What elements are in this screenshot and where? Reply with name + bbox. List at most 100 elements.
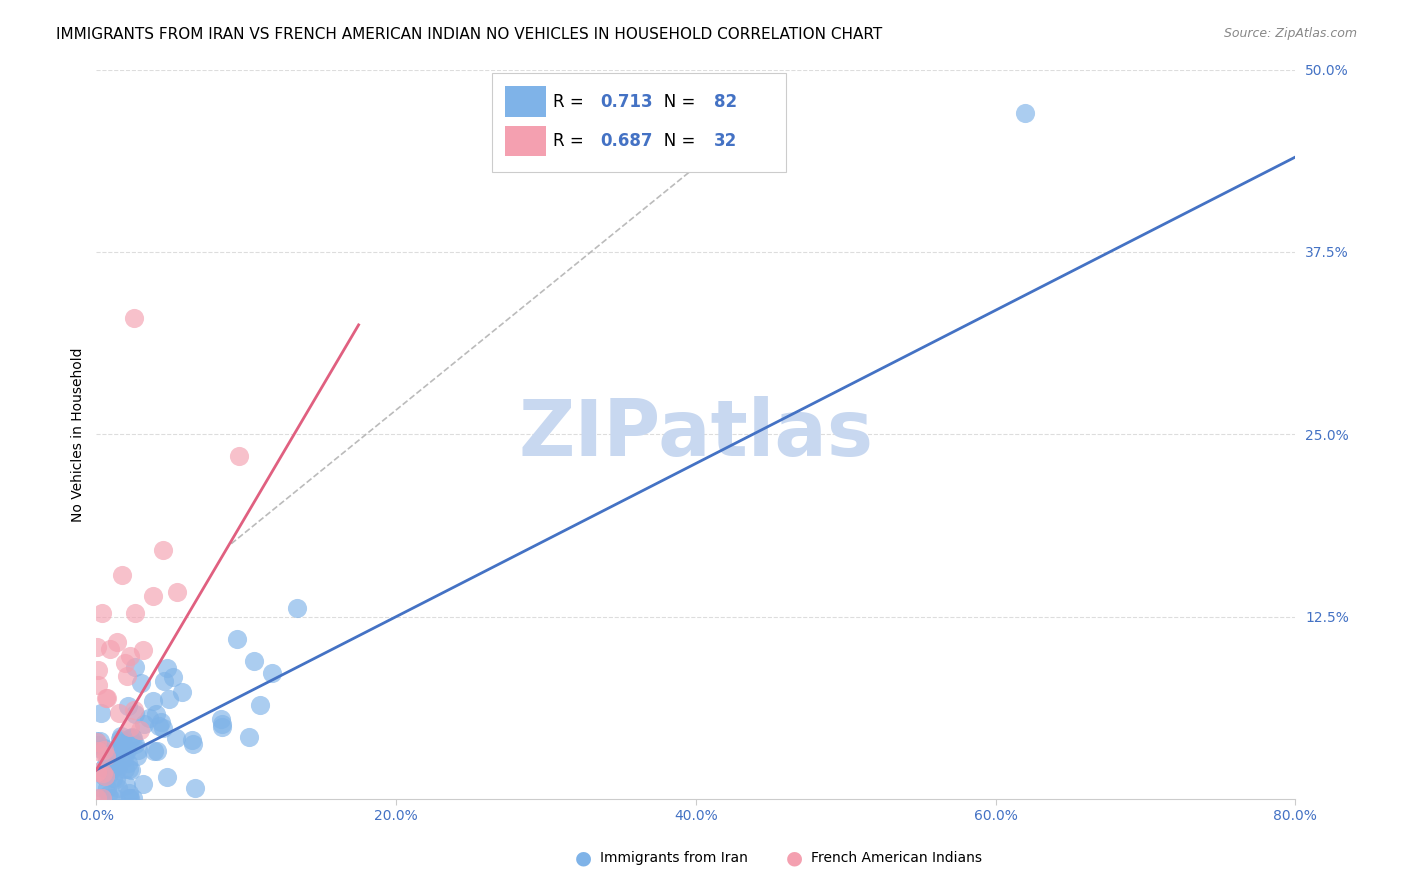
Point [101,761,124,775]
Point [93,740,115,755]
Point [132,643,155,657]
Point [89,790,111,805]
Point [262,665,284,680]
Point [211,717,233,731]
Point [121,731,143,745]
Point [118,786,141,800]
Text: R =: R = [553,93,589,111]
Point [110,734,132,748]
Point [132,777,155,791]
Point [89,734,111,748]
Point [225,632,247,646]
Point [122,703,145,717]
Point [141,694,163,708]
Point [86,790,108,805]
Point [94,748,117,763]
Point [166,585,188,599]
Text: 82: 82 [714,93,737,111]
Point [129,723,152,738]
Point [143,744,166,758]
Point [97,767,120,781]
Point [157,692,180,706]
Point [103,760,125,774]
Point [165,731,187,745]
Point [150,714,173,729]
Point [152,542,174,557]
Point [117,698,139,713]
Point [115,669,138,683]
Point [120,763,142,777]
Point [184,781,207,796]
Text: ●: ● [575,848,592,868]
Point [91,606,114,620]
Point [110,729,132,743]
Point [96,691,118,706]
Point [121,731,143,746]
Point [86,735,108,749]
Point [93,743,115,757]
Point [104,772,127,786]
Point [124,737,146,751]
Text: ZIPatlas: ZIPatlas [519,396,873,472]
Point [105,747,128,761]
Point [1014,106,1036,120]
Point [98,756,121,770]
Point [181,737,204,751]
Point [94,769,117,783]
Point [124,706,146,721]
Point [162,670,184,684]
Point [209,712,232,726]
Text: 0.687: 0.687 [600,132,652,150]
Point [105,762,128,776]
Point [145,707,167,722]
Point [242,654,264,668]
FancyBboxPatch shape [505,87,546,117]
Point [112,747,135,761]
Y-axis label: No Vehicles in Household: No Vehicles in Household [72,347,86,522]
Text: French American Indians: French American Indians [811,851,983,865]
Point [180,732,202,747]
Text: N =: N = [648,132,700,150]
Text: R =: R = [553,132,589,150]
Point [103,771,125,785]
Point [114,750,136,764]
Point [90,790,112,805]
Text: 32: 32 [714,132,737,150]
Point [110,732,132,747]
Point [121,790,143,805]
Point [148,719,170,733]
Point [104,790,127,805]
FancyBboxPatch shape [492,73,786,171]
Point [86,738,108,752]
Point [96,780,118,795]
Text: N =: N = [648,93,700,111]
Point [138,711,160,725]
Point [86,640,108,654]
Point [117,756,139,771]
Point [89,780,111,795]
Text: Immigrants from Iran: Immigrants from Iran [600,851,748,865]
Point [124,607,146,621]
Point [111,568,134,582]
Point [97,788,120,802]
Point [115,742,138,756]
Point [156,770,179,784]
Point [114,656,136,670]
Point [91,766,114,780]
Point [228,449,250,463]
Point [87,678,110,692]
Point [86,663,108,677]
Point [117,790,139,805]
Point [124,659,146,673]
Text: IMMIGRANTS FROM IRAN VS FRENCH AMERICAN INDIAN NO VEHICLES IN HOUSEHOLD CORRELAT: IMMIGRANTS FROM IRAN VS FRENCH AMERICAN … [56,27,883,42]
FancyBboxPatch shape [505,126,546,156]
Point [87,743,110,757]
Point [90,742,112,756]
Point [100,790,122,805]
Point [127,743,149,757]
Point [129,676,152,690]
Point [86,764,108,779]
Point [104,745,127,759]
Point [238,730,260,744]
Text: Source: ZipAtlas.com: Source: ZipAtlas.com [1223,27,1357,40]
